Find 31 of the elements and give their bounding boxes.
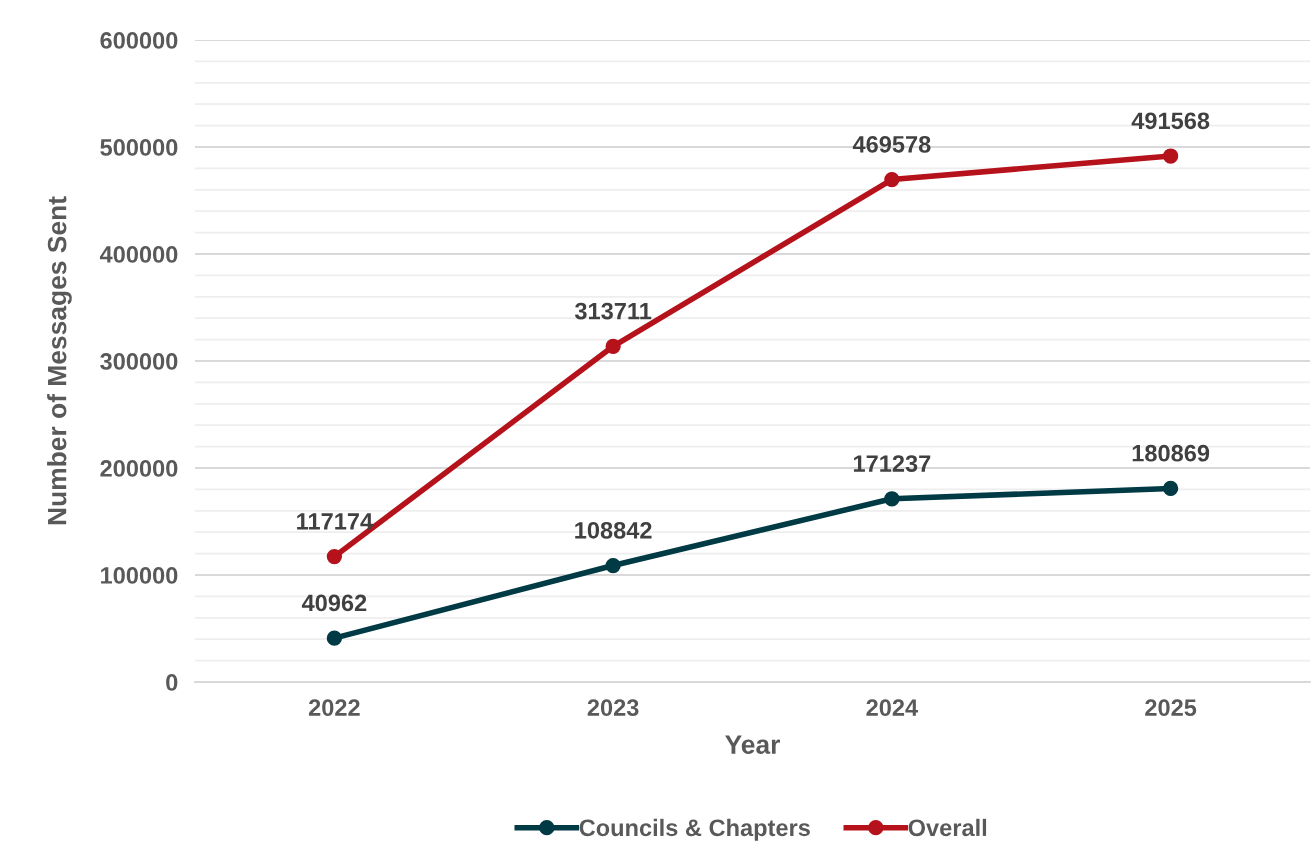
data-label: 469578 [852, 135, 931, 153]
point [884, 171, 900, 188]
data-label: 180869 [1132, 444, 1210, 462]
y-tick-label: 300000 [100, 353, 178, 370]
x-tick-label: 2023 [587, 699, 639, 717]
y-tick-label: 200000 [100, 460, 178, 477]
legend-label: Councils & Chapters [579, 818, 810, 841]
point [605, 557, 621, 574]
data-label: 313711 [574, 302, 652, 320]
x-tick-label: 2022 [308, 699, 360, 717]
legend-label: Overall [908, 818, 987, 837]
point [326, 548, 343, 565]
y-tick-label: 0 [166, 674, 178, 691]
x-tick-label: 2025 [1145, 699, 1197, 717]
data-label: 171237 [853, 455, 931, 472]
data-label: 40962 [301, 594, 367, 612]
point [326, 630, 343, 646]
y-tick-label: 600000 [100, 32, 178, 49]
x-tick-label: 2024 [866, 699, 919, 717]
y-tick-label: 500000 [100, 139, 178, 156]
data-label: 491568 [1131, 112, 1210, 130]
point [1162, 480, 1179, 497]
y-tick-label: 100000 [101, 567, 178, 584]
y-tick-label: 400000 [99, 246, 178, 263]
data-label: 117174 [297, 513, 373, 530]
y-axis-title: Number of Messages Sent [47, 196, 72, 525]
x-axis-title: Year [725, 735, 780, 754]
data-label: 108842 [575, 521, 652, 539]
point [884, 491, 900, 507]
point [605, 338, 621, 354]
point [1162, 148, 1179, 164]
